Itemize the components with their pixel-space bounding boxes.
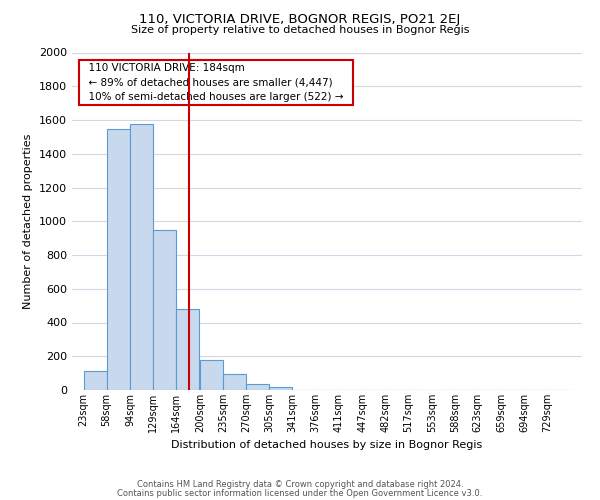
Bar xyxy=(246,384,269,390)
Text: Contains public sector information licensed under the Open Government Licence v3: Contains public sector information licen… xyxy=(118,490,482,498)
Bar xyxy=(153,230,176,390)
Y-axis label: Number of detached properties: Number of detached properties xyxy=(23,134,34,309)
Bar xyxy=(200,360,223,390)
Text: Contains HM Land Registry data © Crown copyright and database right 2024.: Contains HM Land Registry data © Crown c… xyxy=(137,480,463,489)
Text: 110, VICTORIA DRIVE, BOGNOR REGIS, PO21 2EJ: 110, VICTORIA DRIVE, BOGNOR REGIS, PO21 … xyxy=(139,12,461,26)
Bar xyxy=(223,374,246,390)
Text: Size of property relative to detached houses in Bognor Regis: Size of property relative to detached ho… xyxy=(131,25,469,35)
Bar xyxy=(130,124,153,390)
Text: 110 VICTORIA DRIVE: 184sqm  
  ← 89% of detached houses are smaller (4,447)  
  : 110 VICTORIA DRIVE: 184sqm ← 89% of deta… xyxy=(82,62,350,102)
Bar xyxy=(176,309,199,390)
X-axis label: Distribution of detached houses by size in Bognor Regis: Distribution of detached houses by size … xyxy=(172,440,482,450)
Bar xyxy=(107,130,130,390)
Bar xyxy=(83,372,107,390)
Bar xyxy=(269,386,292,390)
